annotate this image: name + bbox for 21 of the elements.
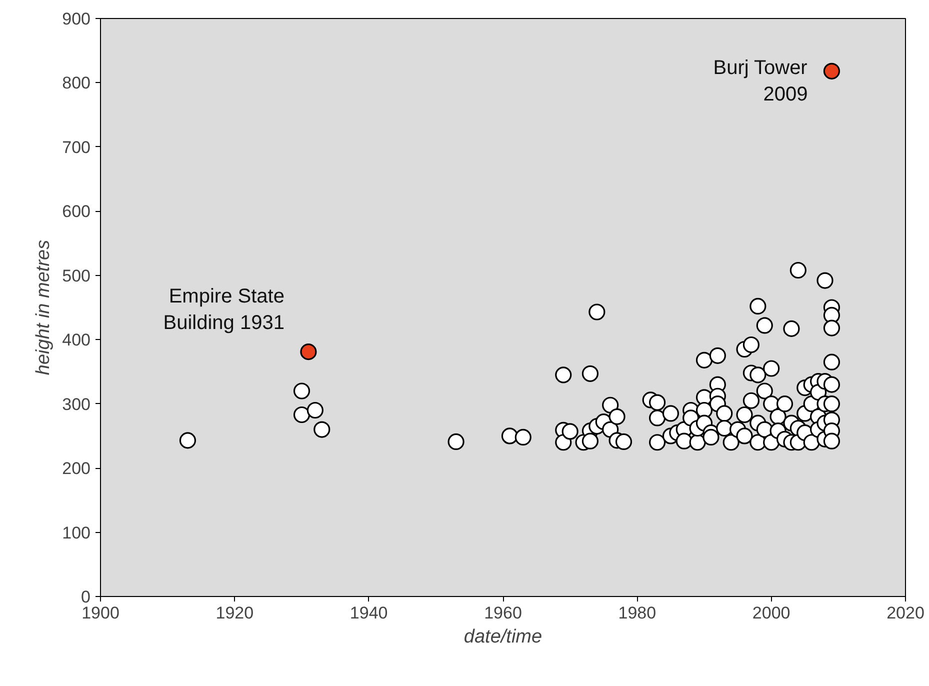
x-tick-label: 1980 (618, 604, 656, 622)
y-tick-label: 700 (62, 138, 91, 157)
annotation: Empire State Building 1931 (163, 285, 284, 334)
x-tick-label: 1900 (82, 604, 120, 622)
annotation: Burj Tower 2009 (713, 57, 808, 106)
y-tick-label: 0 (81, 588, 91, 606)
y-tick-label: 900 (62, 10, 91, 28)
y-axis-title: height in metres (33, 239, 54, 376)
y-tick-label: 800 (62, 74, 91, 93)
x-tick-label: 1940 (350, 604, 388, 622)
y-tick-label: 500 (62, 266, 91, 286)
x-tick-label: 1960 (484, 604, 522, 622)
y-tick-label: 600 (62, 202, 91, 222)
y-tick-label: 300 (62, 394, 91, 414)
x-tick-label: 2000 (752, 604, 790, 622)
x-tick-label: 2020 (886, 604, 924, 622)
x-axis-title: date/time (464, 626, 542, 648)
x-tick-label: 1920 (216, 604, 254, 622)
y-tick-label: 100 (62, 523, 91, 542)
y-tick-label: 200 (62, 459, 91, 478)
y-tick-label: 400 (62, 330, 91, 350)
